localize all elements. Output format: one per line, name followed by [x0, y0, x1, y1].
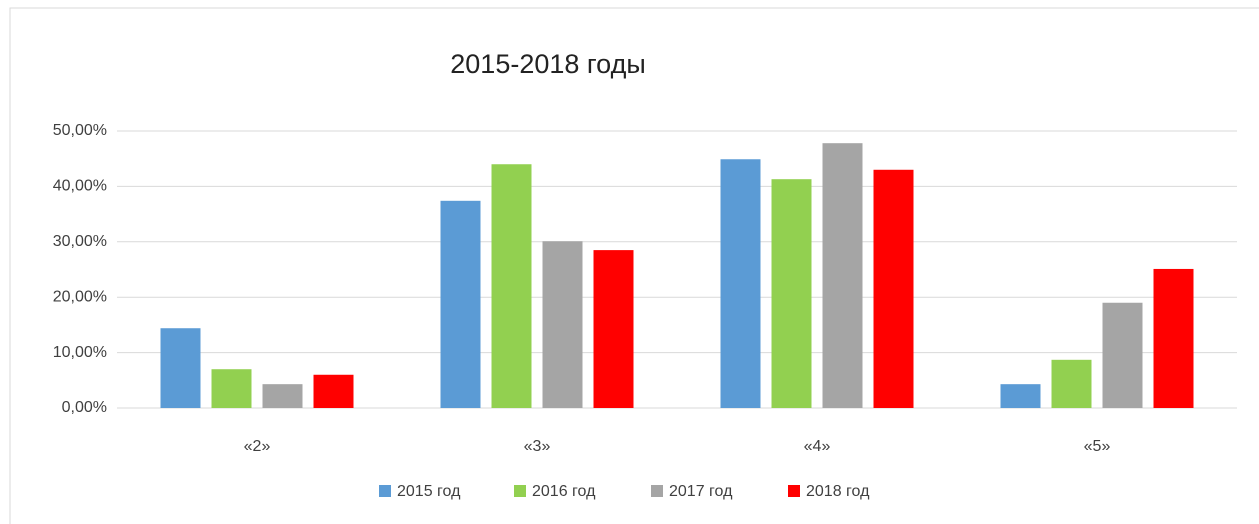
bar	[491, 164, 532, 408]
x-tick-label: «2»	[244, 438, 271, 455]
x-tick-label: «3»	[524, 438, 551, 455]
bar	[440, 200, 481, 408]
legend-swatch	[514, 485, 526, 497]
legend-label: 2018 год	[806, 483, 870, 500]
y-tick-label: 40,00%	[53, 178, 107, 195]
y-tick-label: 30,00%	[53, 233, 107, 250]
x-tick-label: «4»	[804, 438, 831, 455]
bar	[593, 250, 634, 408]
chart-title: 2015-2018 годы	[450, 49, 645, 79]
legend-swatch	[651, 485, 663, 497]
bar	[313, 374, 354, 408]
bar	[720, 159, 761, 408]
bar	[262, 384, 303, 408]
legend-label: 2016 год	[532, 483, 596, 500]
bar	[1153, 268, 1194, 408]
y-tick-label: 20,00%	[53, 288, 107, 305]
bar	[542, 241, 583, 408]
legend-label: 2017 год	[669, 483, 733, 500]
x-tick-label: «5»	[1084, 438, 1111, 455]
y-tick-label: 50,00%	[53, 122, 107, 139]
bar	[1000, 384, 1041, 408]
bar	[1051, 359, 1092, 408]
chart-frame	[9, 7, 1259, 524]
legend-swatch	[379, 485, 391, 497]
bar	[873, 169, 914, 408]
bar	[211, 369, 252, 408]
bar	[1102, 302, 1143, 408]
bar	[160, 328, 201, 408]
legend-label: 2015 год	[397, 483, 461, 500]
y-tick-label: 10,00%	[53, 344, 107, 361]
legend-swatch	[788, 485, 800, 497]
bar	[822, 143, 863, 409]
y-tick-label: 0,00%	[62, 399, 107, 416]
bar	[771, 179, 812, 408]
